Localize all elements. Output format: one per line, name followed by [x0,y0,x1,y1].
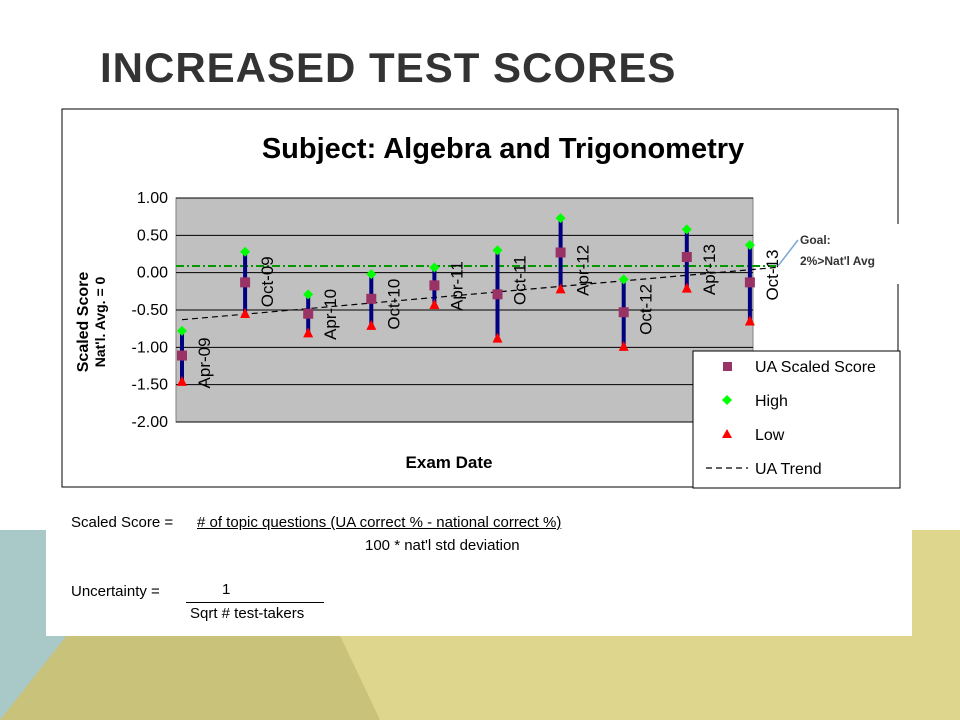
data-marks [177,213,755,386]
x-tick-label: Oct-13 [763,250,782,301]
y-tick-label: -1.50 [132,377,169,394]
low-point [555,283,566,294]
legend-low-label: Low [755,427,785,444]
score-point [366,293,377,304]
x-tick-label: Oct-11 [511,255,530,305]
low-point [744,315,755,326]
low-point [240,307,251,318]
legend-low-marker [722,429,732,438]
y-axis-label: Scaled Score [75,272,92,373]
legend-trend-label: UA Trend [755,461,822,478]
y-axis-sublabel: Nat'l. Avg. = 0 [92,276,108,367]
y-tick-label: -1.00 [132,339,169,356]
low-point [492,332,503,343]
x-tick-label: Oct-10 [384,279,403,330]
low-point [618,340,629,351]
y-tick-label: -0.50 [132,302,169,319]
x-tick-label: Apr-12 [574,245,593,296]
y-axis-ticks: 1.00 0.50 0.00 -0.50 -1.00 -1.50 -2.00 [132,190,169,431]
scaled-score-label: Scaled Score = [71,514,174,531]
x-tick-label: Apr-09 [195,337,214,388]
x-tick-label: Oct-12 [637,284,656,335]
high-point [744,240,755,251]
high-point [177,325,187,336]
chart-title: Subject: Algebra and Trigonometry [262,133,744,165]
score-point [240,277,251,288]
low-point [429,299,440,310]
y-tick-label: 0.00 [137,265,168,282]
legend-high-label: High [755,393,788,410]
x-tick-label: Apr-11 [447,261,466,311]
y-tick-label: -2.00 [132,414,169,431]
chart: Subject: Algebra and Trigonometry 1.00 0.… [61,108,912,489]
score-point [492,289,503,300]
uncertainty-numerator: 1 [222,581,231,598]
low-point [303,327,314,338]
goal-callout-line2: 2%>Nat'l Avg [800,254,875,268]
x-axis-label: Exam Date [406,453,493,472]
high-point [681,224,692,235]
score-point [618,307,629,318]
y-tick-label: 0.50 [137,227,168,244]
high-point [429,262,440,273]
score-point [429,280,440,291]
legend-score-label: UA Scaled Score [755,359,876,376]
uncertainty-denominator: Sqrt # test-takers [190,605,305,622]
y-tick-label: 1.00 [137,190,168,207]
low-point [366,319,377,330]
high-point [555,213,566,224]
score-point [681,251,692,262]
x-tick-label: Apr-10 [321,289,340,340]
scaled-score-numerator: # of topic questions (UA correct % - nat… [197,514,562,531]
uncertainty-label: Uncertainty = [71,583,160,600]
score-point [744,277,755,288]
score-point [177,350,187,361]
uncertainty-fraction-bar [186,602,324,603]
low-point [681,282,692,293]
score-point [555,247,566,258]
slide-title: INCREASED TEST SCORES [100,44,677,91]
content-card: Subject: Algebra and Trigonometry 1.00 0.… [46,106,912,636]
legend [692,350,901,489]
goal-callout-pointer [777,239,799,267]
high-point [240,246,251,257]
high-point [492,245,503,256]
high-point [303,289,314,300]
low-point [177,375,187,386]
x-tick-label: Oct-09 [258,256,277,307]
x-axis-labels: Apr-09 Oct-09 Apr-10 Oct-10 Apr-11 Oct-11 Apr-… [195,244,782,388]
high-point [618,274,629,285]
high-point [366,269,377,280]
goal-callout-box [788,224,912,284]
goal-callout-line1: Goal: [800,233,831,247]
legend-score-marker [723,362,732,371]
gridlines [176,197,753,423]
x-tick-label: Apr-13 [700,244,719,295]
legend-high-marker [722,395,732,405]
scaled-score-denominator: 100 * nat'l std deviation [365,537,520,554]
score-point [303,308,314,319]
